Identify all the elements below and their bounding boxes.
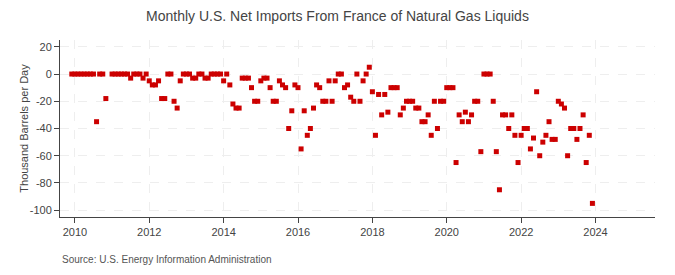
svg-text:Source: U.S. Energy Informatio: Source: U.S. Energy Information Administ… — [62, 254, 272, 265]
svg-text:-100: -100 — [30, 204, 52, 216]
svg-text:20: 20 — [40, 41, 52, 53]
svg-text:0: 0 — [46, 68, 52, 80]
svg-text:2014: 2014 — [211, 226, 235, 238]
svg-text:2018: 2018 — [360, 226, 384, 238]
svg-text:Monthly U.S. Net Imports From: Monthly U.S. Net Imports From France of … — [146, 8, 529, 24]
svg-text:-60: -60 — [36, 150, 52, 162]
svg-text:2012: 2012 — [137, 226, 161, 238]
svg-text:2010: 2010 — [63, 226, 87, 238]
svg-text:2020: 2020 — [435, 226, 459, 238]
svg-text:2022: 2022 — [509, 226, 533, 238]
svg-text:-40: -40 — [36, 122, 52, 134]
svg-text:-20: -20 — [36, 95, 52, 107]
svg-text:Thousand Barrels per Day: Thousand Barrels per Day — [18, 64, 30, 193]
svg-text:2016: 2016 — [286, 226, 310, 238]
svg-text:-80: -80 — [36, 177, 52, 189]
svg-text:2024: 2024 — [583, 226, 607, 238]
